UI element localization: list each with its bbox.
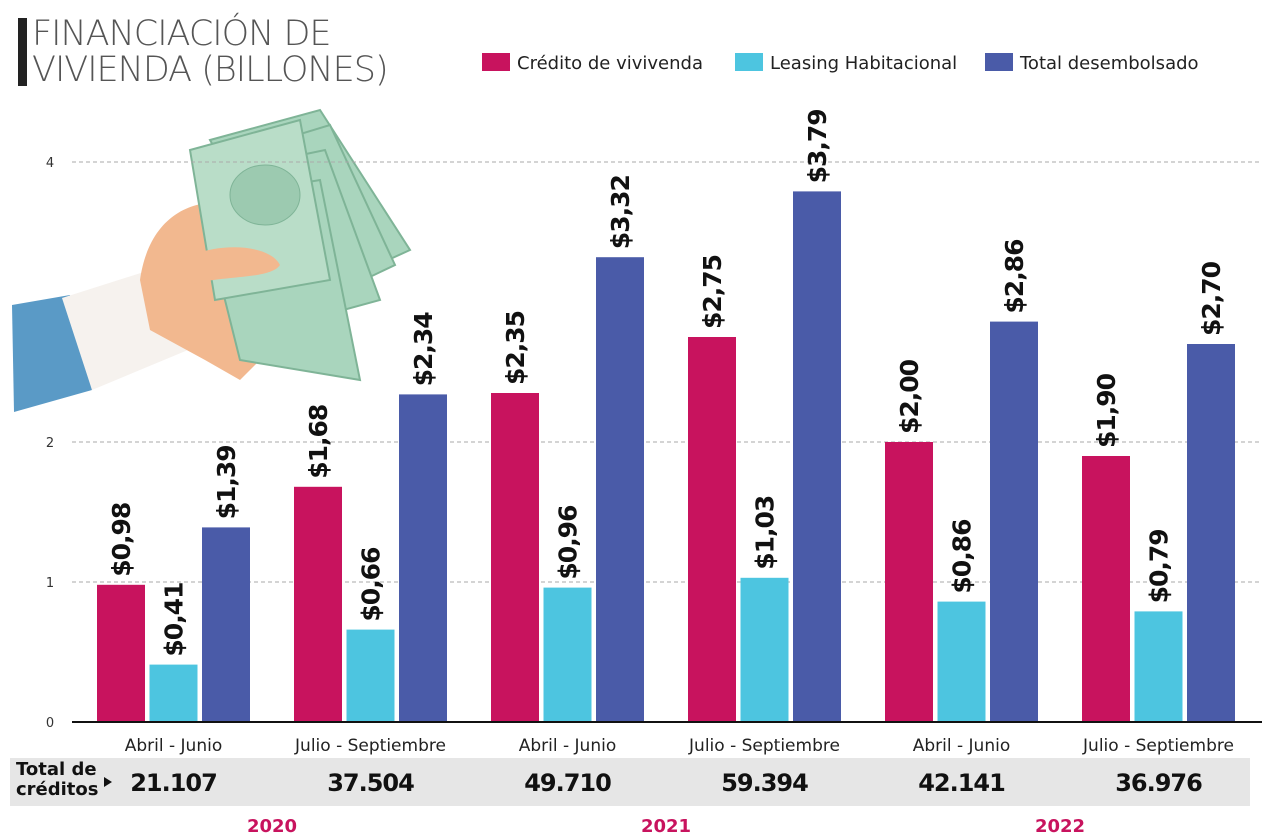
legend-swatch [482, 53, 510, 71]
value-label: $2,35 [501, 311, 530, 385]
value-label: $0,66 [357, 547, 386, 622]
value-label: $1,68 [304, 405, 333, 479]
credit-total: 36.976 [1115, 769, 1202, 797]
value-label: $0,98 [107, 503, 136, 577]
bar [202, 527, 250, 722]
bar [938, 602, 986, 722]
value-label: $3,32 [606, 175, 635, 249]
title-bar [18, 18, 27, 86]
bar [294, 487, 342, 722]
value-label: $1,03 [751, 496, 780, 570]
bar [1082, 456, 1130, 722]
year-label: 2022 [1035, 816, 1085, 834]
value-label: $2,70 [1197, 261, 1226, 336]
y-tick-label: 1 [46, 576, 54, 591]
x-tick-label: Julio - Septiembre [294, 736, 446, 756]
credit-total: 21.107 [130, 769, 217, 797]
legend-label: Leasing Habitacional [770, 53, 957, 74]
bar [1187, 344, 1235, 722]
credit-total: 59.394 [721, 769, 808, 797]
value-label: $0,86 [948, 519, 977, 594]
value-label: $0,41 [160, 583, 189, 657]
year-label: 2021 [641, 816, 691, 834]
credit-total: 42.141 [918, 769, 1005, 797]
chart: 0 1 2 4 Abril - Junio 21.107 $0,98 $0,41 $1,39 Ju… [0, 0, 1265, 834]
value-label: $1,39 [212, 445, 241, 519]
x-tick-label: Julio - Septiembre [688, 736, 840, 756]
chart-title: FINANCIACIÓN DE VIVIENDA (BILLONES) [32, 16, 412, 88]
value-label: $0,96 [554, 505, 583, 580]
credit-total: 49.710 [524, 769, 611, 797]
bar [793, 191, 841, 722]
bar [150, 665, 198, 722]
bar [990, 322, 1038, 722]
bar [491, 393, 539, 722]
legend-label: Crédito de vivivenda [517, 53, 703, 74]
illustration [12, 110, 410, 412]
bar [596, 257, 644, 722]
bar [399, 394, 447, 722]
y-tick-label: 4 [46, 156, 54, 171]
page: 0 1 2 4 Abril - Junio 21.107 $0,98 $0,41 $1,39 Ju… [0, 0, 1265, 834]
value-label: $2,34 [409, 312, 438, 387]
legend-swatch [985, 53, 1013, 71]
bar [741, 578, 789, 722]
y-tick-label: 0 [46, 716, 54, 731]
year-label: 2020 [247, 816, 297, 834]
bar [885, 442, 933, 722]
bar [688, 337, 736, 722]
x-tick-label: Abril - Junio [913, 736, 1010, 756]
value-label: $1,90 [1092, 373, 1121, 448]
legend-label: Total desembolsado [1019, 53, 1199, 74]
bar [1135, 611, 1183, 722]
value-label: $3,79 [803, 109, 832, 183]
totals-label: Total de créditos [16, 760, 106, 800]
x-tick-label: Abril - Junio [125, 736, 222, 756]
value-label: $2,86 [1000, 239, 1029, 314]
bar [347, 630, 395, 722]
bar [97, 585, 145, 722]
credit-total: 37.504 [327, 769, 414, 797]
legend-swatch [735, 53, 763, 71]
x-tick-label: Julio - Septiembre [1082, 736, 1234, 756]
value-label: $2,75 [698, 255, 727, 329]
y-tick-label: 2 [46, 436, 54, 451]
value-label: $2,00 [895, 359, 924, 434]
bar [544, 588, 592, 722]
x-tick-label: Abril - Junio [519, 736, 616, 756]
value-label: $0,79 [1145, 529, 1174, 603]
